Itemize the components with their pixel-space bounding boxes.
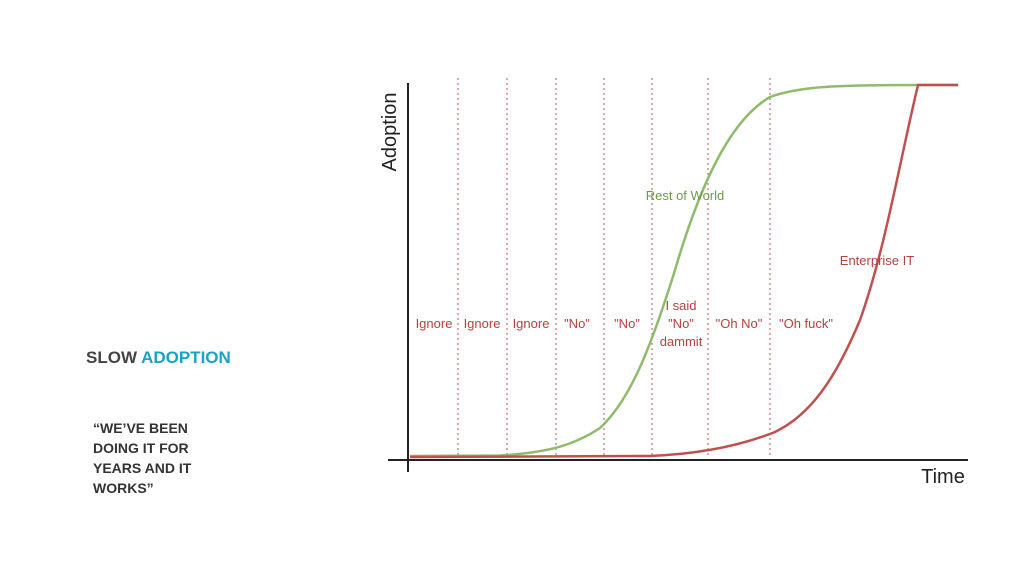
- phases: Ignore Ignore Ignore "No" "No" I said "No" damm…: [416, 298, 834, 349]
- enterprise-it-curve: [409, 83, 958, 459]
- curve-label: Enterprise IT: [840, 253, 914, 268]
- quote-line: “WE’VE BEEN: [93, 420, 188, 436]
- phase-label: Ignore: [416, 316, 453, 331]
- quote-line: DOING IT FOR: [93, 440, 189, 456]
- curve-label: Rest of World: [646, 188, 725, 203]
- rest-of-world-curve: [409, 83, 958, 458]
- phase-label: dammit: [660, 334, 703, 349]
- heading-part: SLOW: [86, 348, 138, 367]
- phase-label: "No": [564, 316, 590, 331]
- phase-label: Ignore: [464, 316, 501, 331]
- heading-accent: ADOPTION: [141, 348, 231, 367]
- phase-label: "No": [614, 316, 640, 331]
- y-axis-label: Adoption: [379, 93, 401, 172]
- diagram: Adoption Time Rest of World Enterprise I…: [379, 78, 968, 488]
- phase-label: "Oh No": [716, 316, 763, 331]
- quote-line: YEARS AND IT: [93, 460, 192, 476]
- phase-label: Ignore: [513, 316, 550, 331]
- quote-line: WORKS”: [93, 480, 154, 496]
- dividers: [457, 78, 771, 458]
- phase-label: I said: [665, 298, 696, 313]
- phase-label: "No": [668, 316, 694, 331]
- heading: SLOW ADOPTION: [86, 348, 231, 367]
- x-axis-label: Time: [921, 466, 965, 488]
- quote: “WE’VE BEEN DOING IT FOR YEARS AND IT WORKS…: [93, 420, 192, 496]
- phase-label: "Oh fuck": [779, 316, 833, 331]
